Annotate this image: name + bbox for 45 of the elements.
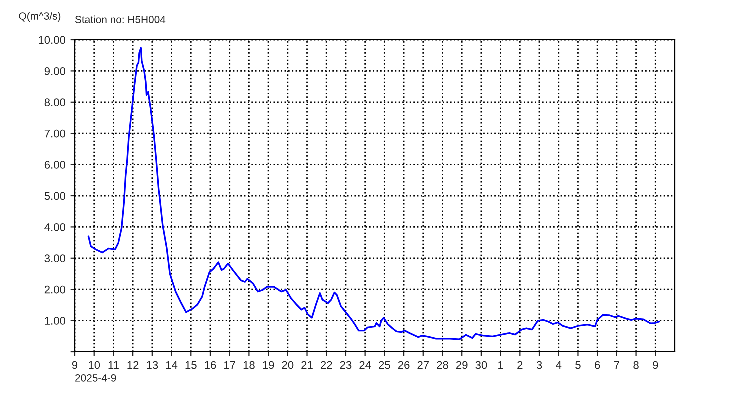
x-tick-label: 8	[634, 361, 639, 370]
x-tick-label: 26	[398, 361, 410, 370]
x-tick-label: 5	[576, 361, 581, 370]
x-tick-label: 17	[224, 361, 236, 370]
x-tick-label: 23	[340, 361, 352, 370]
x-tick-label: 9	[653, 361, 658, 370]
x-tick-label: 2	[518, 361, 523, 370]
x-tick-label: 3	[536, 361, 542, 370]
y-tick-label: 5.00	[44, 192, 66, 200]
x-tick-label: 15	[186, 361, 197, 370]
line-series	[88, 47, 661, 340]
y-tick-label: 8.00	[44, 98, 66, 107]
x-tick-label: 16	[205, 361, 216, 370]
y-tick-label: 4.00	[44, 223, 66, 232]
x-tick-label: 9	[72, 361, 78, 370]
x-tick-label: 25	[379, 361, 390, 370]
x-tick-label: 28	[437, 361, 448, 370]
x-tick-label: 22	[320, 361, 332, 370]
y-tick-label: 9.00	[44, 67, 66, 76]
text: 2025-4-9	[76, 374, 116, 382]
x-tick-label: 14	[166, 361, 178, 370]
x-tick-label: 30	[476, 361, 488, 370]
y-tick-label: 1.00	[45, 317, 66, 325]
x-tick-label: 19	[263, 361, 274, 370]
chart-title: Station no: H5H004	[75, 16, 166, 24]
x-tick-label: 20	[282, 361, 294, 370]
x-tick-label: 13	[147, 361, 158, 370]
x-tick-label: 24	[360, 361, 372, 370]
y-tick-label: 10.00	[39, 36, 66, 44]
y-tick-label: 6.00	[44, 161, 66, 169]
x-tick-label: 21	[302, 361, 313, 370]
y-tick-label: 7.00	[44, 130, 66, 138]
x-tick-label: 29	[456, 361, 468, 370]
x-tick-label: 12	[128, 361, 139, 370]
x-tick-label: 10	[89, 361, 100, 370]
y-tick-label: 2.00	[44, 286, 66, 294]
x-tick-label: 1	[498, 361, 504, 370]
x-tick-label: 11	[108, 361, 119, 370]
y-axis-title: Q(m^3/s)	[19, 12, 61, 22]
y-tick-label: 3.00	[44, 254, 66, 263]
x-tick-label: 27	[418, 361, 430, 370]
x-tick-label: 6	[595, 361, 600, 370]
x-tick-label: 4	[556, 361, 562, 370]
x-tick-label: 18	[244, 361, 255, 370]
x-tick-label: 7	[614, 361, 620, 370]
